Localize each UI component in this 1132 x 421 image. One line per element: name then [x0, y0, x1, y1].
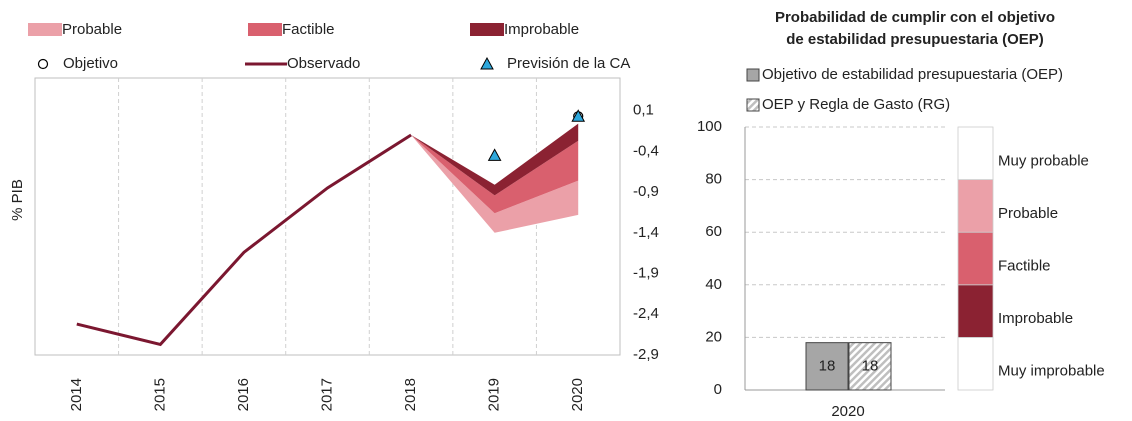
legend-label: Improbable [504, 21, 579, 38]
forecast-marker [487, 148, 502, 161]
probability-segment [957, 179, 994, 233]
y-tick-label: 80 [705, 171, 722, 188]
chart-title: de estabilidad presupuestaria (OEP) [786, 31, 1044, 48]
y-tick-label: -1,9 [633, 264, 659, 281]
fan-band [411, 135, 579, 233]
x-tick-label: 2015 [151, 378, 168, 411]
probability-label: Probable [998, 205, 1058, 222]
probability-segment [957, 126, 994, 180]
x-tick-label: 2020 [831, 403, 864, 420]
legend-swatch [470, 23, 504, 36]
bar [848, 342, 892, 391]
fan-band [411, 123, 579, 196]
probability-label: Factible [998, 257, 1051, 274]
legend-label: OEP y Regla de Gasto (RG) [762, 96, 950, 113]
x-tick-label: 2016 [235, 378, 252, 411]
y-tick-label: 60 [705, 223, 722, 240]
probability-segment [957, 336, 994, 391]
probability-label: Muy improbable [998, 363, 1105, 380]
observed-line [76, 133, 412, 347]
x-tick-label: 2020 [569, 378, 586, 411]
x-tick-label: 2014 [68, 378, 85, 411]
y-tick-label: -1,4 [633, 224, 659, 241]
legend-label: Observado [287, 55, 360, 72]
forecast-marker [571, 109, 586, 122]
data-label: 18 [862, 357, 879, 374]
y-tick-label: 20 [705, 328, 722, 345]
y-tick-label: -0,4 [633, 142, 659, 159]
legend-label: Factible [282, 21, 335, 38]
legend-swatch [746, 98, 760, 112]
y-tick-label: -2,9 [633, 346, 659, 363]
y-tick-label: 0,1 [633, 102, 654, 119]
probability-segment [957, 284, 994, 338]
forecast-marker [480, 56, 494, 70]
y-axis-label: % PIB [9, 179, 26, 221]
legend-swatch [28, 23, 62, 36]
legend-label: Objetivo de estabilidad presupuestaria (… [762, 66, 1063, 83]
legend-swatch [248, 23, 282, 36]
probability-label: Muy probable [998, 152, 1089, 169]
x-tick-label: 2017 [318, 378, 335, 411]
x-tick-label: 2018 [402, 378, 419, 411]
probability-segment [957, 231, 994, 286]
legend-label: Objetivo [63, 55, 118, 72]
probability-label: Improbable [998, 310, 1073, 327]
plot-frame [34, 77, 621, 356]
y-tick-label: 100 [697, 118, 722, 135]
fan-band [411, 135, 579, 214]
target-marker [37, 58, 49, 70]
chart-title: Probabilidad de cumplir con el objetivo [775, 9, 1055, 26]
legend-swatch [746, 68, 760, 82]
y-tick-label: -2,4 [633, 305, 659, 322]
bar [805, 342, 849, 391]
x-tick-label: 2019 [486, 378, 503, 411]
legend-label: Probable [62, 21, 122, 38]
y-tick-label: 0 [714, 381, 722, 398]
legend-label: Previsión de la CA [507, 55, 630, 72]
data-label: 18 [819, 357, 836, 374]
y-tick-label: 40 [705, 276, 722, 293]
y-tick-label: -0,9 [633, 183, 659, 200]
